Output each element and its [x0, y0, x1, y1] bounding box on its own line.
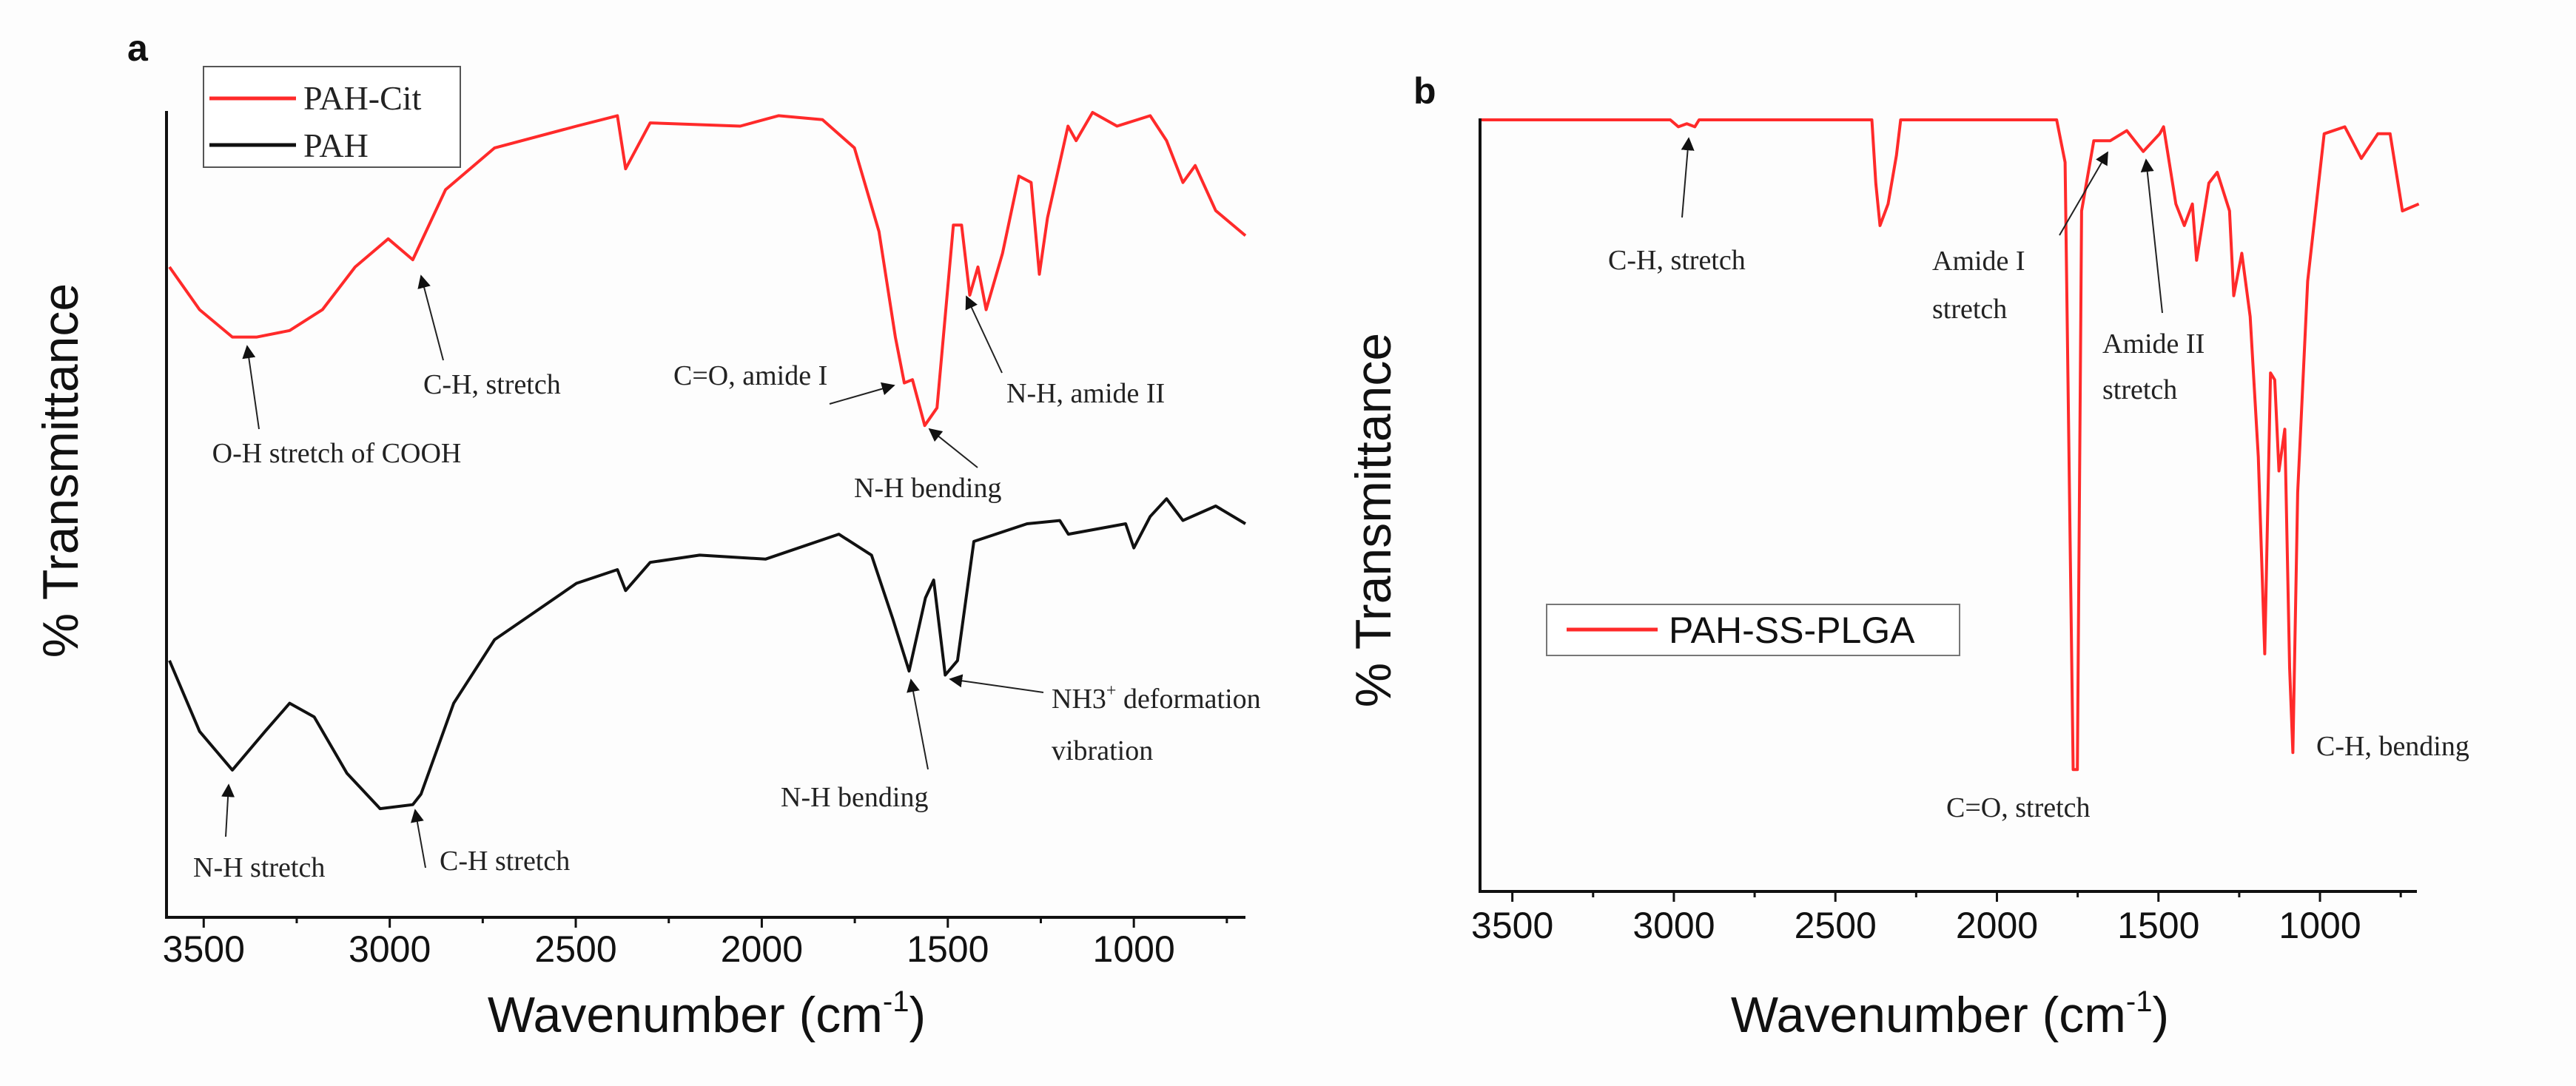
- annotation-nh-bending-black: N-H bending: [781, 782, 928, 813]
- annotation-nh3-deformation-line2: vibration: [1052, 735, 1153, 766]
- arrow-ch-stretch: [1681, 137, 1695, 218]
- panel-a-ftir-pah-cit-vs-pah: a 3500 3000 2500 2000 1500 1000 % Transmittan…: [33, 27, 1261, 1043]
- panel-label-b: b: [1413, 70, 1436, 112]
- panel-a-axes: [165, 111, 1245, 919]
- annotation-co-stretch: C=O, stretch: [1946, 792, 2091, 823]
- arrow-nh-bending-red: [928, 428, 978, 468]
- series-line-pah-cit: [168, 111, 1247, 428]
- annotation-ch-bending: C-H, bending: [2316, 731, 2469, 762]
- legend-label-pah-ss-plga: PAH-SS-PLGA: [1669, 610, 1915, 651]
- arrow-co-amide-i: [829, 382, 895, 405]
- arrow-amide-i: [2059, 151, 2108, 236]
- annotation-nh3-deformation: NH3+ deformation: [1052, 681, 1261, 715]
- x-tick-label: 3000: [349, 928, 431, 970]
- panel-b-y-axis-title: % Transmittance: [1345, 333, 1402, 707]
- x-tick-label: 1500: [2117, 905, 2199, 946]
- arrow-nh-bending-black: [907, 678, 929, 770]
- panel-label-a: a: [127, 27, 149, 69]
- legend-label-pah: PAH: [303, 127, 369, 164]
- annotation-amide-ii: Amide II: [2102, 328, 2205, 360]
- panel-b-legend: PAH-SS-PLGA: [1546, 604, 1960, 656]
- x-tick-label: 1500: [907, 928, 989, 970]
- x-tick-label: 2500: [1795, 905, 1877, 946]
- x-tick-label: 3500: [163, 928, 245, 970]
- arrow-nh3-deformation: [949, 674, 1044, 693]
- annotation-co-amide-i: C=O, amide I: [673, 360, 827, 391]
- panel-a-legend: PAH-Cit PAH: [203, 66, 461, 168]
- arrow-ch-stretch-black: [411, 809, 426, 869]
- x-tick-label: 2500: [534, 928, 616, 970]
- legend-label-pah-cit: PAH-Cit: [303, 79, 422, 117]
- arrow-amide-ii: [2140, 158, 2163, 314]
- panel-b-curves: [1481, 118, 2420, 772]
- arrow-ch-stretch-red: [417, 274, 444, 361]
- panel-b-x-ticks: 3500 3000 2500 2000 1500 1000: [1471, 891, 2402, 946]
- annotation-ch-stretch-red: C-H, stretch: [423, 369, 561, 400]
- x-tick-label: 2000: [721, 928, 803, 970]
- annotation-ch-stretch-black: C-H stretch: [440, 846, 570, 877]
- annotation-oh-stretch-cooh: O-H stretch of COOH: [212, 438, 462, 469]
- x-tick-label: 3000: [1632, 905, 1715, 946]
- x-tick-label: 2000: [1956, 905, 2038, 946]
- annotation-ch-stretch: C-H, stretch: [1608, 245, 1746, 276]
- x-tick-label: 1000: [1093, 928, 1175, 970]
- panel-b-ftir-pah-ss-plga: b 3500 3000 2500 2000 1500 1000 % Transmittan…: [1345, 70, 2469, 1043]
- panel-a-y-axis-title: % Transmittance: [33, 283, 89, 658]
- series-line-pah-ss-plga: [1481, 118, 2420, 772]
- panel-a-curves: [168, 111, 1247, 811]
- x-tick-label: 3500: [1471, 905, 1553, 946]
- annotation-nh-amide-ii: N-H, amide II: [1006, 378, 1165, 409]
- panel-b-x-axis-title: Wavenumber (cm-1): [1731, 985, 2169, 1043]
- annotation-amide-i-line2: stretch: [1932, 294, 2007, 325]
- arrow-nh-stretch: [221, 783, 235, 837]
- panel-b-axes: [1479, 118, 2417, 893]
- x-tick-label: 1000: [2279, 905, 2361, 946]
- annotation-amide-i: Amide I: [1932, 246, 2025, 277]
- series-line-pah: [168, 497, 1247, 811]
- arrow-oh-stretch: [242, 345, 260, 430]
- panel-a-x-ticks: 3500 3000 2500 2000 1500 1000: [163, 917, 1228, 970]
- arrow-nh-amide-ii: [965, 295, 1003, 374]
- panel-b-annotations: C-H, stretch Amide I stretch Amide II st…: [1608, 137, 2469, 823]
- panel-a-x-axis-title: Wavenumber (cm-1): [488, 985, 926, 1043]
- panel-a-annotations: O-H stretch of COOH C-H, stretch C=O, am…: [193, 274, 1261, 883]
- annotation-nh-bending-red: N-H bending: [854, 473, 1001, 504]
- annotation-amide-ii-line2: stretch: [2102, 374, 2177, 405]
- annotation-nh-stretch: N-H stretch: [193, 852, 325, 883]
